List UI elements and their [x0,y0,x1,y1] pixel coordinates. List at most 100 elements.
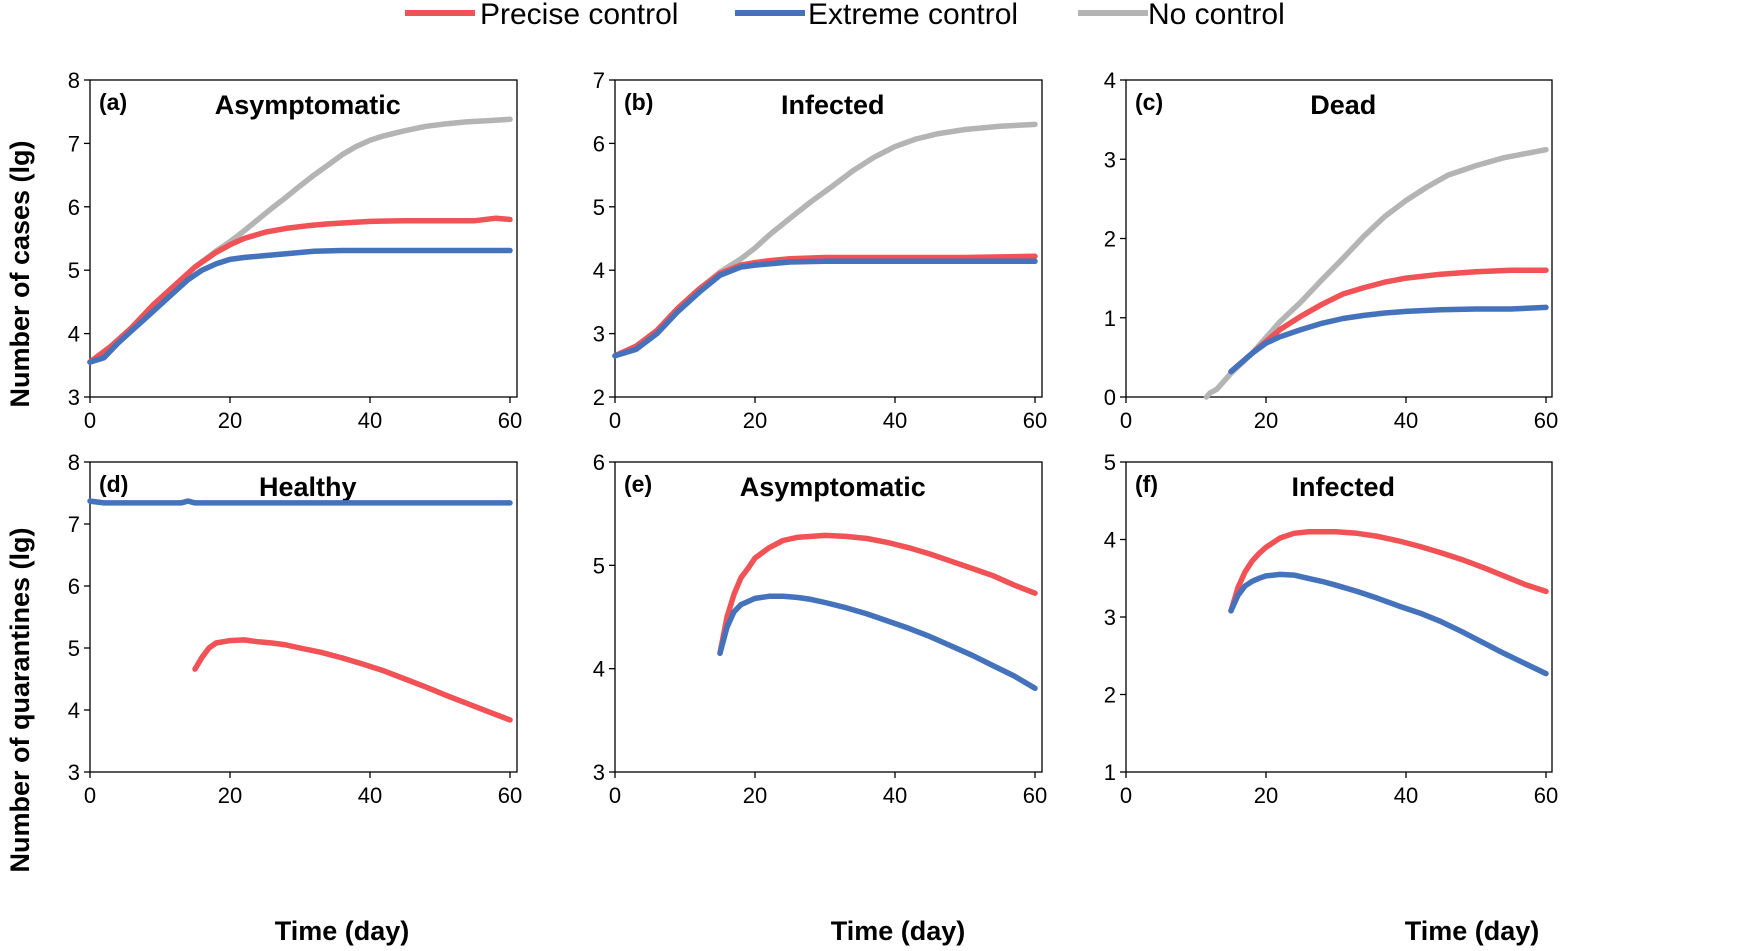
panel-label: (d) [99,471,128,497]
x-tick-label: 60 [1534,408,1558,433]
panel-f: 1 2 3 4 5 0 20 40 60 (f) Infected [1104,450,1558,808]
legend-label-none: No control [1148,0,1285,31]
x-tick-label: 20 [743,408,767,433]
panel-label: (c) [1135,89,1163,115]
plot-frame [89,461,518,773]
x-tick-label: 0 [84,408,96,433]
legend: Precise control Extreme control No control [405,0,1285,31]
panel-label: (f) [1135,471,1158,497]
x-tick-label: 20 [1254,408,1278,433]
panel-b: 2 3 4 5 6 7 0 20 40 60 (b) Infected [593,68,1047,433]
panel-title: Infected [1291,472,1395,502]
x-axis-label-left: Time (day) [275,916,410,946]
x-tick-label: 0 [1120,408,1132,433]
series-line-extreme [717,593,1038,692]
plot-frame [1125,461,1553,773]
y-tick-label: 7 [68,131,80,156]
y-tick-label: 5 [593,553,605,578]
x-tick-label: 40 [358,783,382,808]
y-tick-label: 8 [68,68,80,93]
y-tick-label: 6 [593,450,605,475]
series-line-extreme [612,258,1038,359]
y-tick-label: 3 [593,322,605,347]
y-axis-label-cases: Number of cases (lg) [5,140,35,407]
panel-d: 3 4 5 6 7 8 0 20 40 60 (d) Healthy [68,450,522,808]
x-tick-label: 40 [1394,408,1418,433]
y-tick-label: 3 [1104,147,1116,172]
y-tick-label: 3 [593,760,605,785]
x-tick-label: 20 [218,408,242,433]
y-tick-label: 4 [1104,68,1116,93]
y-tick-label: 6 [68,574,80,599]
x-tick-label: 40 [883,408,907,433]
plot-frame [89,79,518,398]
plot-frame [614,79,1043,398]
x-tick-label: 0 [1120,783,1132,808]
series-line-extreme [1228,571,1549,677]
x-tick-label: 60 [1023,783,1047,808]
x-tick-label: 60 [1534,783,1558,808]
y-tick-label: 6 [68,195,80,220]
series-line-extreme [1228,304,1549,375]
series-line-precise [612,253,1038,359]
y-tick-label: 4 [1104,528,1116,553]
series-line-precise [1228,529,1549,614]
x-tick-label: 0 [609,408,621,433]
panel-title: Dead [1310,90,1376,120]
y-tick-label: 7 [68,512,80,537]
y-tick-label: 5 [68,258,80,283]
x-tick-label: 40 [358,408,382,433]
series-line-precise [192,637,513,723]
x-tick-label: 0 [609,783,621,808]
series-line-extreme [87,247,513,365]
x-tick-label: 60 [498,783,522,808]
x-tick-label: 40 [883,783,907,808]
y-tick-label: 3 [68,385,80,410]
y-axis-label-quarantines: Number of quarantines (lg) [5,527,35,872]
x-tick-label: 60 [1023,408,1047,433]
panel-label: (a) [99,89,127,115]
plot-frame [614,461,1043,773]
series-line-precise [87,215,513,365]
panel-label: (b) [624,89,653,115]
y-tick-label: 2 [1104,683,1116,708]
x-axis-label-middle: Time (day) [831,916,966,946]
y-tick-label: 5 [68,636,80,661]
x-tick-label: 20 [743,783,767,808]
x-tick-label: 20 [1254,783,1278,808]
x-tick-label: 20 [218,783,242,808]
y-tick-label: 3 [68,760,80,785]
y-tick-label: 4 [593,657,605,682]
panel-title: Asymptomatic [215,90,401,120]
series-line-extreme [87,498,513,506]
x-tick-label: 40 [1394,783,1418,808]
y-tick-label: 4 [593,258,605,283]
y-tick-label: 5 [1104,450,1116,475]
y-tick-label: 5 [593,195,605,220]
panel-title: Infected [781,90,885,120]
y-tick-label: 3 [1104,605,1116,630]
y-tick-label: 6 [593,131,605,156]
y-tick-label: 0 [1104,385,1116,410]
x-axis-label-right: Time (day) [1405,916,1540,946]
y-tick-label: 2 [593,385,605,410]
y-tick-label: 4 [68,698,80,723]
series-line-precise [717,532,1038,656]
y-tick-label: 2 [1104,227,1116,252]
y-tick-label: 7 [593,68,605,93]
panel-title: Healthy [259,472,357,502]
y-tick-label: 8 [68,450,80,475]
y-tick-label: 1 [1104,760,1116,785]
panel-a: 3 4 5 6 7 8 0 20 40 60 (a) Asymptomatic [68,68,522,433]
legend-label-extreme: Extreme control [808,0,1018,31]
y-tick-label: 1 [1104,306,1116,331]
panel-title: Asymptomatic [740,472,926,502]
legend-label-precise: Precise control [480,0,678,31]
panel-label: (e) [624,471,652,497]
plot-frame [1125,79,1553,398]
y-tick-label: 4 [68,322,80,347]
series-line-none [87,116,513,365]
